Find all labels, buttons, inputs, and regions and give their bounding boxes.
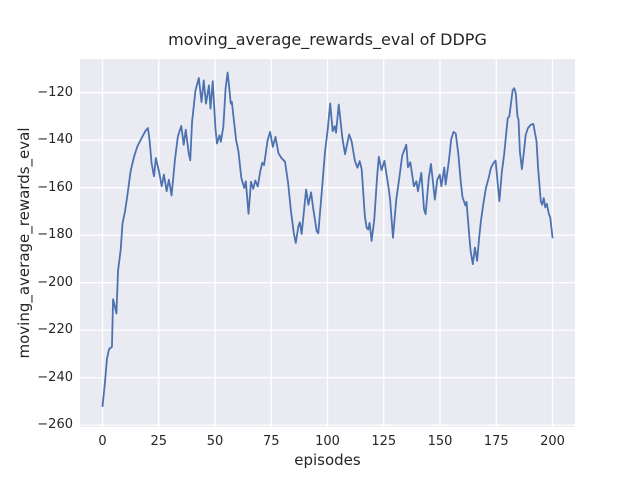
y-tick-label: −180	[37, 227, 73, 243]
x-axis-label: episodes	[294, 451, 361, 469]
chart-title: moving_average_rewards_eval of DDPG	[168, 30, 487, 49]
x-tick-label: 75	[262, 434, 280, 449]
y-tick-label: −160	[37, 179, 73, 195]
y-tick-label: −220	[37, 322, 73, 338]
x-tick-label: 0	[98, 434, 107, 449]
x-tick-label: 100	[315, 434, 340, 449]
x-tick-label: 150	[427, 434, 453, 449]
y-tick-label: −200	[37, 274, 73, 290]
data-line	[101, 71, 554, 408]
x-tick-label: 200	[540, 434, 565, 449]
y-tick-label: −240	[37, 369, 73, 385]
y-axis-label: moving_average_rewards_eval	[15, 127, 33, 359]
y-tick-label: −140	[37, 132, 73, 148]
grid-lines	[80, 59, 575, 427]
x-tick-label: 50	[206, 434, 224, 449]
x-tick-label: 175	[483, 434, 509, 449]
y-tick-label: −260	[37, 417, 73, 433]
x-tick-label: 125	[371, 434, 397, 449]
x-tick-label: 25	[150, 434, 168, 449]
y-tick-label: −120	[37, 84, 73, 100]
